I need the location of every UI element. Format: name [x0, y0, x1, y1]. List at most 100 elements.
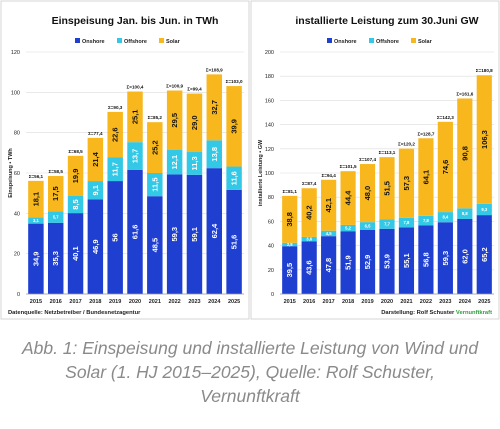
c0-data-label-onshore-2023: 59,1: [190, 227, 199, 242]
c0-data-label-solar-2020: 25,1: [131, 110, 140, 125]
chart-einspeisung: Einspeisung Jan. bis Jun. in TWh Onshore O…: [0, 0, 250, 320]
c1-y-tick-6: 120: [265, 147, 274, 153]
c0-y-tick-5: 100: [11, 90, 20, 96]
figure: Einspeisung Jan. bis Jun. in TWh Onshore O…: [0, 0, 500, 320]
c0-legend-swatch-1: [117, 38, 122, 43]
c0-legend-swatch-0: [75, 38, 80, 43]
c1-source-brand: Vernunftkraft: [454, 310, 492, 316]
c1-total-label-2016: Σ=87,4: [302, 181, 317, 186]
c0-bar-solar-2025: [226, 86, 242, 167]
c0-bar-solar-2020: [127, 91, 143, 143]
c1-data-label-offshore-2019: 6,5: [365, 224, 371, 229]
c1-x-tick-2015: 2015: [284, 299, 296, 305]
c1-data-label-onshore-2017: 47,8: [324, 258, 333, 273]
c0-data-label-offshore-2020: 13,7: [131, 149, 140, 164]
c0-y-tick-0: 0: [17, 292, 20, 298]
chart-installierte-leistung: installierte Leistung zum 30.Juni GW Onsh…: [250, 0, 500, 320]
c0-bar-solar-2023: [186, 93, 203, 153]
c0-data-label-solar-2022: 29,5: [170, 113, 179, 128]
c1-bar-solar-2018: [340, 171, 356, 225]
c1-y-tick-10: 200: [265, 50, 274, 56]
c1-legend-swatch-1: [369, 38, 374, 43]
c1-bar-onshore-2024: [457, 218, 473, 294]
c1-data-label-offshore-2025: 9,3: [481, 207, 487, 212]
c1-data-label-onshore-2015: 39,5: [285, 263, 294, 278]
c0-bar-onshore-2017: [67, 213, 84, 294]
c1-x-tick-2019: 2019: [361, 299, 373, 305]
c1-data-label-solar-2022: 64,1: [421, 170, 430, 185]
c0-total-label-2018: Σ=77,4: [88, 131, 103, 136]
c1-data-label-onshore-2019: 52,9: [363, 255, 372, 270]
c0-data-label-offshore-2016: 5,7: [53, 215, 59, 220]
c0-bar-offshore-2020: [127, 142, 143, 170]
c1-data-label-offshore-2023: 8,4: [442, 215, 448, 220]
c0-data-label-onshore-2016: 35,3: [51, 251, 60, 266]
c1-x-tick-2022: 2022: [420, 299, 432, 305]
c1-bar-offshore-2024: [457, 208, 473, 219]
c0-bar-onshore-2016: [47, 222, 64, 294]
c0-bar-onshore-2020: [127, 169, 143, 294]
c1-legend-label-2: Solar: [418, 39, 433, 45]
c1-data-label-solar-2021: 57,3: [402, 176, 411, 191]
c0-source-note: Datenquelle: Netzbetreiber / Bundesnetza…: [8, 310, 141, 316]
c1-data-label-solar-2019: 48,0: [363, 186, 372, 201]
c0-bar-onshore-2018: [87, 199, 104, 294]
c0-bar-solar-2024: [206, 74, 223, 141]
c0-data-label-onshore-2015: 34,9: [31, 252, 40, 267]
c1-y-tick-9: 180: [265, 74, 274, 80]
c0-total-label-2022: Σ=100,9: [166, 84, 183, 89]
c1-bar-offshore-2019: [359, 222, 376, 230]
c0-bar-offshore-2022: [166, 150, 183, 175]
c0-total-label-2021: Σ=85,2: [148, 115, 163, 120]
c1-legend-label-0: Onshore: [334, 39, 357, 45]
c1-y-tick-3: 60: [268, 219, 274, 225]
c1-y-tick-2: 40: [268, 244, 274, 250]
c0-total-label-2025: Σ=103,0: [226, 79, 243, 84]
c0-x-tick-2020: 2020: [129, 299, 141, 305]
c0-total-label-2017: Σ=68,5: [68, 149, 83, 154]
c0-bar-offshore-2018: [87, 181, 104, 200]
c1-data-label-solar-2023: 74,6: [441, 160, 450, 175]
c0-data-label-onshore-2019: 56: [111, 233, 120, 241]
c1-total-label-2025: Σ=180,8: [476, 68, 493, 73]
c0-bar-onshore-2022: [166, 174, 183, 294]
c1-bar-onshore-2019: [359, 229, 376, 294]
c1-bar-solar-2023: [437, 121, 453, 213]
c1-data-label-offshore-2015: 2,8: [287, 242, 293, 247]
c1-bar-onshore-2015: [282, 246, 298, 294]
c0-bar-offshore-2019: [107, 157, 123, 182]
c1-y-tick-1: 20: [268, 268, 274, 274]
c1-y-tick-4: 80: [268, 195, 274, 201]
c0-x-tick-2018: 2018: [89, 299, 101, 305]
c1-total-label-2017: Σ=94,4: [321, 173, 336, 178]
c1-bar-offshore-2022: [418, 215, 434, 226]
c1-bar-offshore-2025: [476, 203, 492, 216]
c1-bar-onshore-2020: [379, 228, 395, 294]
c0-data-label-solar-2017: 19,9: [71, 169, 80, 184]
c0-bar-onshore-2023: [186, 174, 203, 294]
c1-total-label-2023: Σ=142,3: [437, 115, 454, 120]
c1-y-axis-label: installierte Leistung • GW: [258, 139, 264, 206]
c1-data-label-offshore-2020: 7,7: [384, 222, 390, 227]
c1-data-label-solar-2018: 44,4: [344, 190, 353, 205]
c0-data-label-offshore-2023: 11,3: [190, 156, 199, 170]
c1-bar-onshore-2016: [301, 241, 317, 294]
c1-legend-swatch-2: [411, 38, 416, 43]
c1-bar-offshore-2018: [340, 224, 356, 232]
c1-data-label-solar-2025: 106,3: [480, 130, 489, 149]
c1-bar-solar-2017: [321, 179, 337, 231]
c0-bar-offshore-2015: [28, 217, 44, 224]
c1-bar-onshore-2017: [321, 236, 337, 294]
c0-y-tick-6: 120: [11, 50, 20, 56]
c1-total-label-2021: Σ=120,2: [398, 142, 415, 147]
c0-data-label-offshore-2022: 12,1: [170, 155, 179, 170]
c1-data-label-onshore-2018: 51,9: [344, 255, 353, 270]
c1-source-note-text: Darstellung: Rolf Schuster: [381, 310, 455, 316]
c1-total-label-2018: Σ=101,5: [340, 164, 357, 169]
c0-data-label-offshore-2021: 11,5: [150, 178, 159, 192]
c0-data-label-offshore-2024: 13,8: [210, 147, 219, 162]
c1-bar-onshore-2021: [398, 227, 415, 294]
c0-total-label-2019: Σ=90,3: [108, 105, 123, 110]
c0-data-label-offshore-2017: 8,5: [71, 199, 80, 209]
c1-data-label-onshore-2022: 56,8: [421, 252, 430, 267]
